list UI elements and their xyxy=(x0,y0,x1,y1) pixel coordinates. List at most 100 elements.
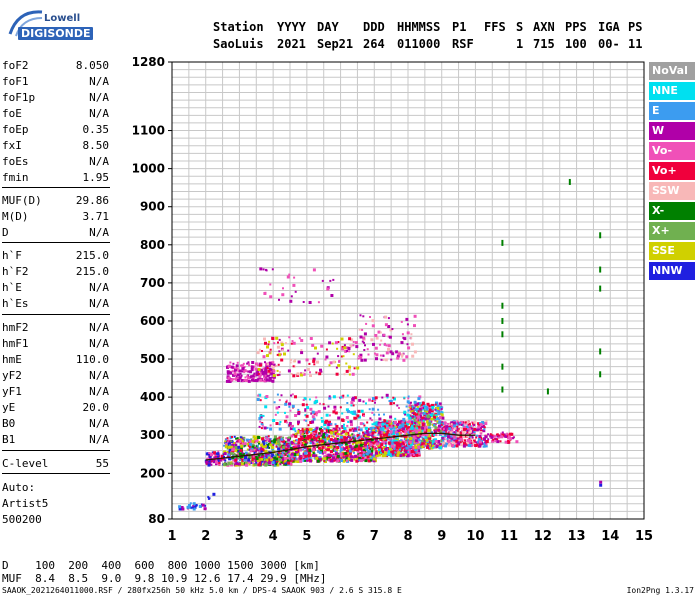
echo-point xyxy=(465,427,468,430)
echo-point xyxy=(271,449,274,452)
echo-point xyxy=(290,358,292,361)
echo-point xyxy=(189,502,192,505)
echo-point xyxy=(216,455,219,458)
echo-point xyxy=(240,439,244,443)
echo-point xyxy=(465,425,468,428)
echo-point xyxy=(228,440,231,443)
echo-point xyxy=(348,365,351,369)
echo-point xyxy=(311,448,315,452)
echo-point xyxy=(483,426,486,429)
echo-point xyxy=(421,429,424,432)
echo-point xyxy=(272,363,276,367)
echo-point xyxy=(496,440,500,444)
echo-point xyxy=(391,352,395,356)
echo-point xyxy=(402,417,406,421)
echo-point xyxy=(306,437,309,440)
echo-point xyxy=(316,445,319,448)
echo-point xyxy=(339,453,343,457)
echo-point xyxy=(338,439,341,442)
echo-point xyxy=(459,441,462,444)
digisonde-logo-icon: Lowell DIGISONDE xyxy=(4,6,94,40)
echo-point xyxy=(408,420,412,424)
echo-point xyxy=(268,351,271,354)
echo-point xyxy=(343,346,347,350)
echo-point xyxy=(237,462,241,466)
echo-point xyxy=(241,370,244,373)
echo-point xyxy=(247,376,251,380)
echo-point xyxy=(358,426,361,429)
echo-point xyxy=(371,441,375,445)
echo-point xyxy=(288,405,291,408)
echo-point xyxy=(274,413,277,416)
echo-point xyxy=(427,423,431,427)
echo-point xyxy=(383,419,387,423)
echo-point xyxy=(365,439,369,443)
echo-point xyxy=(599,480,603,484)
echo-point xyxy=(344,429,348,433)
echo-point xyxy=(381,454,385,458)
echo-point xyxy=(305,456,309,460)
echo-point xyxy=(280,461,283,464)
echo-point xyxy=(328,420,331,424)
echo-point xyxy=(242,362,245,365)
echo-point xyxy=(375,439,377,441)
echo-point xyxy=(494,440,497,443)
echo-point xyxy=(275,442,278,445)
echo-point xyxy=(421,426,425,430)
echo-point xyxy=(294,450,298,454)
echo-point xyxy=(223,458,226,461)
echo-point xyxy=(439,443,442,446)
echo-point xyxy=(339,450,342,453)
header-value-p1: RSF xyxy=(452,37,474,51)
echo-point xyxy=(253,462,257,466)
echo-point xyxy=(297,423,300,426)
echo-point xyxy=(294,395,297,399)
echo-point xyxy=(231,443,235,447)
echo-point xyxy=(309,441,313,445)
echo-point xyxy=(323,423,327,427)
echo-point xyxy=(286,455,289,458)
echo-point xyxy=(413,442,416,444)
echo-point xyxy=(229,371,233,375)
echo-point xyxy=(344,438,348,442)
echo-point xyxy=(350,423,353,427)
echo-point xyxy=(416,402,420,406)
echo-point xyxy=(453,426,457,430)
echo-point xyxy=(361,449,364,452)
echo-point xyxy=(358,398,362,402)
echo-point xyxy=(232,362,235,365)
echo-point xyxy=(192,502,196,506)
echo-point xyxy=(323,438,327,442)
echo-point xyxy=(212,460,216,464)
echo-point xyxy=(406,438,409,441)
echo-point xyxy=(426,413,429,416)
header-label-iga: IGA xyxy=(598,20,620,34)
echo-point xyxy=(272,375,276,379)
echo-point xyxy=(208,460,211,463)
echo-point xyxy=(300,434,303,436)
echo-point xyxy=(375,442,379,446)
divider xyxy=(2,187,110,188)
echo-point xyxy=(250,365,254,369)
echo-point xyxy=(233,452,236,455)
echo-point xyxy=(341,446,344,450)
echo-point xyxy=(330,431,333,434)
echo-point xyxy=(337,444,341,448)
echo-point xyxy=(405,432,408,435)
echo-point xyxy=(255,373,259,377)
echo-point xyxy=(335,448,338,451)
echo-point xyxy=(228,457,232,461)
echo-point xyxy=(343,427,347,431)
echo-point xyxy=(426,423,429,426)
echo-point xyxy=(391,450,395,454)
x-tick-label: 4 xyxy=(269,529,278,544)
echo-point xyxy=(388,420,392,424)
echo-point xyxy=(369,443,373,447)
echo-point xyxy=(415,419,418,422)
echo-point xyxy=(273,438,276,441)
echo-point xyxy=(314,429,318,433)
echo-point xyxy=(309,374,312,377)
echo-point xyxy=(346,431,350,435)
echo-point xyxy=(292,427,296,431)
echo-point xyxy=(457,441,460,444)
